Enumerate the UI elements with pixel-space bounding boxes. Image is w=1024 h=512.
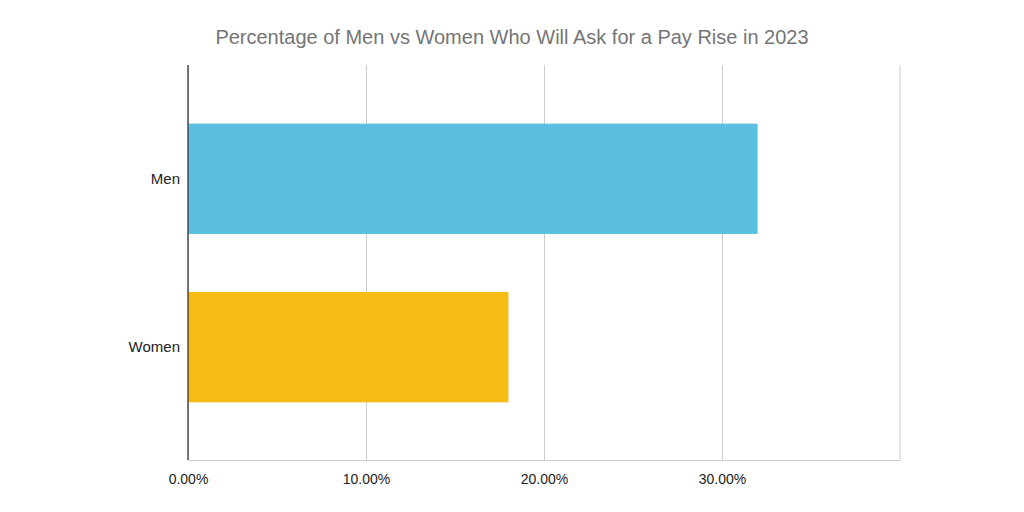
x-axis: 0.00% 10.00% 20.00% 30.00% <box>169 65 901 487</box>
title: Percentage of Men vs Women Who Will Ask … <box>215 26 808 48</box>
y-tick: Women <box>129 338 188 355</box>
y-axis: Men Women <box>129 170 188 355</box>
chart-container: Percentage of Men vs Women Who Will Ask … <box>0 0 1024 512</box>
bar <box>188 124 758 234</box>
x-tick-label: 0.00% <box>169 471 209 487</box>
x-axis-line <box>189 460 901 461</box>
background <box>0 0 1024 512</box>
y-tick: Men <box>151 170 188 187</box>
chart-svg: Percentage of Men vs Women Who Will Ask … <box>0 0 1024 512</box>
x-tick-label: 20.00% <box>521 471 568 487</box>
plot-frame-right <box>900 65 901 460</box>
bar <box>188 292 508 402</box>
x-tick-label: 30.00% <box>699 471 746 487</box>
bars <box>188 124 758 403</box>
y-tick-label: Women <box>129 338 180 355</box>
y-tick-label: Men <box>151 170 180 187</box>
y-axis-line <box>187 65 188 460</box>
x-tick-label: 10.00% <box>343 471 390 487</box>
